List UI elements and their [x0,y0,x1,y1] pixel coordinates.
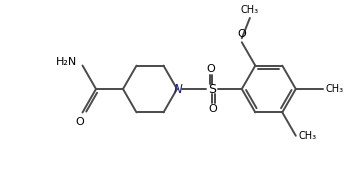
Text: CH₃: CH₃ [241,5,259,15]
Text: O: O [75,117,84,127]
Text: CH₃: CH₃ [299,131,317,141]
Text: CH₃: CH₃ [326,84,344,94]
Text: N: N [174,83,182,96]
Text: O: O [207,64,216,74]
Text: S: S [208,83,216,96]
Text: O: O [237,29,246,39]
Text: O: O [209,104,217,114]
Text: H₂N: H₂N [56,57,77,67]
